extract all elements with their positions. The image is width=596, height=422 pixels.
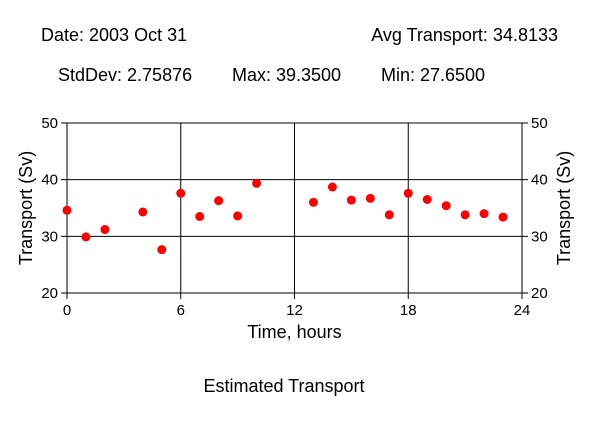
data-points bbox=[62, 178, 508, 255]
data-point bbox=[422, 195, 432, 204]
data-point bbox=[327, 182, 337, 192]
stddev-label: StdDev: 2.75876 bbox=[58, 65, 193, 85]
y-tick-label-left: 30 bbox=[41, 228, 58, 245]
data-point bbox=[100, 225, 110, 235]
x-tick-label: 6 bbox=[177, 302, 185, 319]
data-point bbox=[498, 212, 508, 222]
y-tick-label-right: 50 bbox=[531, 115, 548, 132]
data-point bbox=[252, 178, 262, 188]
data-point bbox=[62, 205, 72, 215]
data-point bbox=[365, 193, 375, 203]
max-label: Max: 39.3500 bbox=[232, 65, 342, 85]
avg-transport-label: Avg Transport: 34.8133 bbox=[371, 25, 558, 45]
data-point bbox=[384, 210, 394, 220]
y-tick-label-right: 20 bbox=[531, 285, 548, 302]
data-point bbox=[138, 207, 148, 217]
x-tick-label: 0 bbox=[63, 302, 71, 319]
data-point bbox=[441, 201, 451, 211]
data-point bbox=[233, 211, 243, 221]
data-point bbox=[479, 209, 489, 219]
data-point bbox=[308, 197, 318, 207]
data-point bbox=[346, 195, 356, 205]
chart-title: Estimated Transport bbox=[203, 376, 364, 396]
y-tick-label-right: 40 bbox=[531, 172, 548, 189]
y-tick-label-left: 50 bbox=[41, 115, 58, 132]
data-point bbox=[403, 188, 413, 198]
x-tick-label: 24 bbox=[514, 302, 531, 319]
x-axis-label: Time, hours bbox=[247, 322, 341, 342]
data-point bbox=[214, 196, 224, 206]
data-point bbox=[176, 188, 186, 198]
data-point bbox=[81, 232, 91, 242]
date-label: Date: 2003 Oct 31 bbox=[41, 25, 188, 45]
y-axis-label-left: Transport (Sv) bbox=[16, 151, 36, 265]
chart-grid bbox=[67, 123, 522, 293]
data-point bbox=[195, 212, 205, 221]
y-tick-label-left: 40 bbox=[41, 172, 58, 189]
min-label: Min: 27.6500 bbox=[381, 65, 486, 85]
y-tick-label-left: 20 bbox=[41, 285, 58, 302]
y-axis-label-right: Transport (Sv) bbox=[554, 151, 574, 265]
data-point bbox=[460, 210, 470, 220]
x-tick-label: 18 bbox=[400, 302, 417, 319]
data-point bbox=[157, 245, 167, 255]
y-tick-label-right: 30 bbox=[531, 228, 548, 245]
x-tick-label: 12 bbox=[286, 302, 303, 319]
